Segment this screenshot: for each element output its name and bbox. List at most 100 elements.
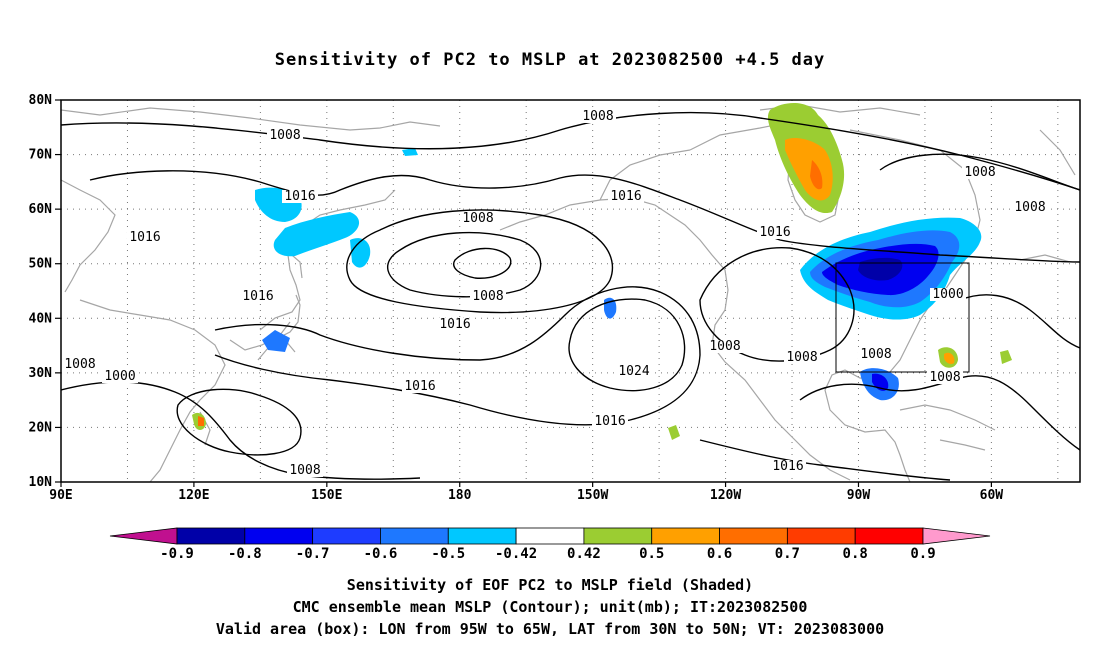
isobar-label: 1008 [786, 350, 817, 365]
isobar-label-bg [460, 212, 496, 225]
colorbar-label: -0.6 [364, 546, 398, 562]
isobar-label: 1016 [759, 225, 790, 240]
colorbar-segment [380, 527, 449, 545]
isobar-labels: 1008100810161016100810161016101610081016… [62, 109, 1048, 478]
isobar-label: 1016 [404, 379, 435, 394]
isobar-label: 1008 [289, 463, 320, 478]
colorbar-label: 0.9 [910, 546, 935, 562]
colorbar-segment [176, 527, 246, 545]
lon-tick-label: 90W [847, 488, 871, 503]
isobar-label: 1008 [462, 211, 493, 226]
colorbar-segment [786, 527, 856, 545]
isobar-label: 1016 [439, 317, 470, 332]
shaded-okhotsk-2 [273, 212, 360, 257]
colorbar-segment [583, 527, 653, 545]
isobar-label: 1008 [709, 339, 740, 354]
colorbar: -0.9 -0.8 -0.7 -0.6 -0.5 -0.42 0.42 0.5 0.6 0.7 0.… [109, 527, 991, 562]
isobar-label-bg [580, 110, 616, 123]
isobar-label: 1000 [932, 287, 963, 302]
lon-tick-label: 150W [577, 488, 608, 503]
colorbar-segment [651, 527, 720, 545]
colorbar-segment [854, 527, 924, 545]
shaded-small-1 [402, 148, 418, 156]
lat-tick-label: 50N [29, 257, 53, 272]
colorbar-label: -0.42 [495, 546, 537, 562]
caption-line-3: Valid area (box): LON from 95W to 65W, L… [215, 620, 885, 638]
isobar-label-bg [962, 166, 998, 179]
lon-tick-label: 120E [178, 488, 209, 503]
isobar-subtropical [214, 286, 701, 426]
isobar-label-bg [470, 290, 506, 303]
isobar-label: 1008 [860, 347, 891, 362]
latitude-axis: 80N 70N 60N 50N 40N 30N 20N 10N [29, 93, 61, 490]
lat-tick-label: 20N [29, 420, 53, 435]
isobar-siberia [89, 170, 1080, 263]
caption-line-2: CMC ensemble mean MSLP (Contour); unit(m… [292, 598, 808, 616]
colorbar-min-triangle [109, 527, 178, 545]
longitude-axis: 90E 120E 150E 180 150W 120W 90W 60W [49, 482, 1003, 503]
isobar-label-bg [1012, 201, 1048, 214]
colorbar-segment [244, 527, 314, 545]
lon-tick-label: 90E [49, 488, 72, 503]
isobar-label-bg [240, 290, 276, 303]
lon-tick-label: 120W [710, 488, 741, 503]
colorbar-segment [719, 527, 788, 545]
lon-tick-label: 150E [311, 488, 342, 503]
shaded-small-green-1 [668, 425, 680, 440]
isobar-low-inner [453, 247, 512, 279]
isobar-label-bg [267, 129, 303, 142]
isobar-label-bg [282, 190, 318, 203]
isobar-label: 1008 [64, 357, 95, 372]
isobar-label-bg [927, 371, 963, 384]
colorbar-label: 0.7 [775, 546, 800, 562]
shaded-small-green-2 [1000, 350, 1012, 364]
shaded-kamchatka [350, 238, 371, 268]
isobar-label: 1016 [594, 414, 625, 429]
isobar-label: 1008 [1014, 200, 1045, 215]
isobar-label-bg [757, 226, 793, 239]
colorbar-segment [312, 527, 381, 545]
isobar-label: 1016 [129, 230, 160, 245]
isobar-label: 1008 [472, 289, 503, 304]
valid-area-box [835, 262, 970, 373]
lon-tick-label: 60W [980, 488, 1004, 503]
isobar-label: 1016 [610, 189, 641, 204]
shaded-atlantic-orange-2 [944, 352, 955, 365]
isobar-label-bg [616, 365, 652, 378]
isobar-label-bg [784, 351, 820, 364]
isobar-label-bg [930, 288, 966, 301]
colorbar-label: -0.9 [160, 546, 194, 562]
isobar-taiwan-low [176, 388, 302, 456]
lat-tick-label: 30N [29, 366, 53, 381]
lat-tick-label: 60N [29, 202, 53, 217]
isobar-label-bg [102, 370, 138, 383]
isobar-label-bg [62, 358, 98, 371]
colorbar-segment [447, 527, 517, 545]
colorbar-label: -0.7 [296, 546, 330, 562]
colorbar-label: 0.5 [639, 546, 664, 562]
shaded-small-2 [262, 330, 290, 352]
isobar-label-bg [437, 318, 473, 331]
isobar-label-bg [592, 415, 628, 428]
isobar-label: 1000 [104, 369, 135, 384]
caption-line-1: Sensitivity of EOF PC2 to MSLP field (Sh… [346, 576, 754, 594]
isobar-label: 1008 [964, 165, 995, 180]
isobar-south-1008 [699, 439, 951, 481]
isobar-label: 1024 [618, 364, 649, 379]
isobar-label: 1008 [929, 370, 960, 385]
chart-title: Sensitivity of PC2 to MSLP at 2023082500… [274, 50, 826, 70]
isobar-label: 1016 [772, 459, 803, 474]
isobar-label: 1008 [269, 128, 300, 143]
lat-tick-label: 70N [29, 148, 53, 163]
caption-block: Sensitivity of EOF PC2 to MSLP field (Sh… [0, 574, 1100, 640]
shaded-hudson-darkorange [810, 160, 823, 190]
isobar-label: 1016 [284, 189, 315, 204]
isobar-label: 1016 [242, 289, 273, 304]
lat-tick-label: 40N [29, 311, 53, 326]
shaded-taiwan-orange [198, 416, 204, 426]
colorbar-label: 0.42 [567, 546, 601, 562]
isobar-label-bg [127, 231, 163, 244]
isobar-label-bg [858, 348, 894, 361]
colorbar-label: 0.6 [707, 546, 732, 562]
